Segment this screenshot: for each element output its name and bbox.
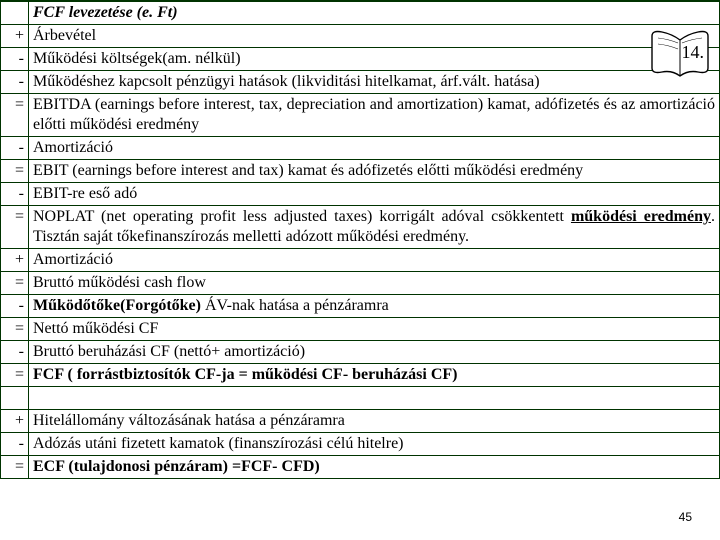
row-sign: - bbox=[1, 295, 29, 318]
row-sign: - bbox=[1, 183, 29, 206]
row-sign: = bbox=[1, 206, 29, 249]
row-text: Hitelállomány változásának hatása a pénz… bbox=[29, 410, 720, 433]
row-sign: - bbox=[1, 341, 29, 364]
row-text: Nettó működési CF bbox=[29, 318, 720, 341]
row-text: ECF (tulajdonosi pénzáram) =FCF- CFD) bbox=[29, 456, 720, 479]
row-sign: = bbox=[1, 272, 29, 295]
row-sign: - bbox=[1, 137, 29, 160]
row-sign: = bbox=[1, 456, 29, 479]
row-sign: = bbox=[1, 364, 29, 387]
table-row: -Adózás utáni fizetett kamatok (finanszí… bbox=[1, 433, 720, 456]
table-row: -Működéshez kapcsolt pénzügyi hatások (l… bbox=[1, 71, 720, 94]
table-row: -Amortizáció bbox=[1, 137, 720, 160]
table-row: +Hitelállomány változásának hatása a pén… bbox=[1, 410, 720, 433]
row-sign: = bbox=[1, 94, 29, 137]
table-row: =Nettó működési CF bbox=[1, 318, 720, 341]
table-row: =EBITDA (earnings before interest, tax, … bbox=[1, 94, 720, 137]
table-row: -EBIT-re eső adó bbox=[1, 183, 720, 206]
row-sign: - bbox=[1, 71, 29, 94]
row-text: Bruttó beruházási CF (nettó+ amortizáció… bbox=[29, 341, 720, 364]
row-sign: + bbox=[1, 249, 29, 272]
row-sign: - bbox=[1, 48, 29, 71]
row-sign bbox=[1, 387, 29, 410]
table-row: =EBIT (earnings before interest and tax)… bbox=[1, 160, 720, 183]
row-text: NOPLAT (net operating profit less adjust… bbox=[29, 206, 720, 249]
row-sign: = bbox=[1, 318, 29, 341]
table-row: -Bruttó beruházási CF (nettó+ amortizáci… bbox=[1, 341, 720, 364]
table-row: =Bruttó működési cash flow bbox=[1, 272, 720, 295]
table-row: -Működési költségek(am. nélkül) bbox=[1, 48, 720, 71]
row-sign bbox=[1, 1, 29, 25]
table-row: -Működőtőke(Forgótőke) ÁV-nak hatása a p… bbox=[1, 295, 720, 318]
row-text: Amortizáció bbox=[29, 137, 720, 160]
row-text: EBIT-re eső adó bbox=[29, 183, 720, 206]
row-sign: - bbox=[1, 433, 29, 456]
row-text: Bruttó működési cash flow bbox=[29, 272, 720, 295]
table-row: =NOPLAT (net operating profit less adjus… bbox=[1, 206, 720, 249]
row-text: Működőtőke(Forgótőke) ÁV-nak hatása a pé… bbox=[29, 295, 720, 318]
table-row: =FCF ( forrástbiztosítók CF-ja = működés… bbox=[1, 364, 720, 387]
row-text: EBIT (earnings before interest and tax) … bbox=[29, 160, 720, 183]
row-text: Működési költségek(am. nélkül) bbox=[29, 48, 720, 71]
row-text bbox=[29, 387, 720, 410]
row-text: FCF ( forrástbiztosítók CF-ja = működési… bbox=[29, 364, 720, 387]
table-spacer bbox=[1, 387, 720, 410]
row-text: Adózás utáni fizetett kamatok (finanszír… bbox=[29, 433, 720, 456]
slide-number: 45 bbox=[679, 510, 692, 524]
table-row: FCF levezetése (e. Ft) bbox=[1, 1, 720, 25]
table-row: +Amortizáció bbox=[1, 249, 720, 272]
row-text: EBITDA (earnings before interest, tax, d… bbox=[29, 94, 720, 137]
table-row: =ECF (tulajdonosi pénzáram) =FCF- CFD) bbox=[1, 456, 720, 479]
row-sign: = bbox=[1, 160, 29, 183]
row-sign: + bbox=[1, 410, 29, 433]
table-heading: FCF levezetése (e. Ft) bbox=[29, 1, 720, 25]
row-text: Működéshez kapcsolt pénzügyi hatások (li… bbox=[29, 71, 720, 94]
row-text: Árbevétel bbox=[29, 25, 720, 48]
table-row: +Árbevétel bbox=[1, 25, 720, 48]
row-text: Amortizáció bbox=[29, 249, 720, 272]
row-sign: + bbox=[1, 25, 29, 48]
fcf-table: FCF levezetése (e. Ft)+Árbevétel-Működés… bbox=[0, 0, 720, 479]
